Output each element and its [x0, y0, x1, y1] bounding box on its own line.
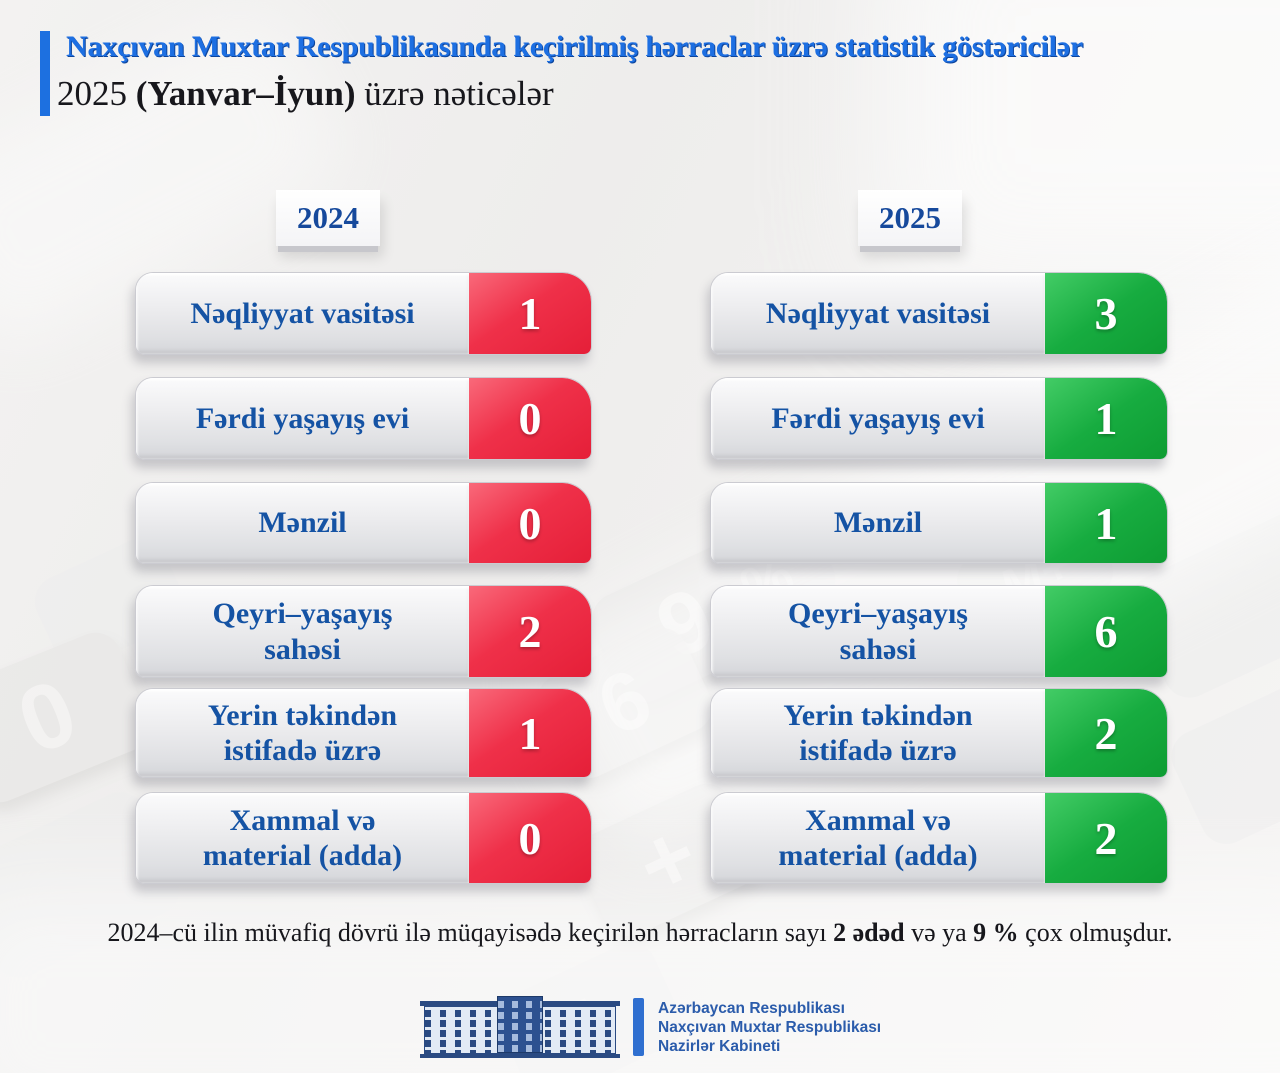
category-label: Yerin təkindən istifadə üzrə [136, 689, 469, 777]
subtitle-suffix: üzrə nəticələr [355, 74, 554, 113]
stat-row-2025-qeyri: Qeyri–yaşayış sahəsi 6 [710, 585, 1168, 678]
summary-text: 2024–cü ilin müvafiq dövrü ilə müqayisəd… [0, 918, 1280, 948]
category-label: Qeyri–yaşayış sahəsi [711, 586, 1045, 677]
year-header-2025: 2025 [858, 190, 962, 246]
value-badge: 6 [1045, 586, 1167, 677]
value-badge: 1 [469, 689, 591, 777]
stat-row-2025-yerin: Yerin təkindən istifadə üzrə 2 [710, 688, 1168, 778]
stat-row-2024-yerin: Yerin təkindən istifadə üzrə 1 [135, 688, 592, 778]
summary-mid: və ya [904, 918, 974, 947]
summary-percent: 9 % [973, 918, 1019, 947]
category-label: Xammal və material (adda) [711, 793, 1045, 883]
stat-row-2025-menzil: Mənzil 1 [710, 482, 1168, 564]
stat-row-2024-qeyri: Qeyri–yaşayış sahəsi 2 [135, 585, 592, 678]
value-badge: 2 [469, 586, 591, 677]
value-badge: 0 [469, 378, 591, 459]
category-label: Qeyri–yaşayış sahəsi [136, 586, 469, 677]
value-badge: 1 [1045, 483, 1167, 563]
stat-row-2025-ferdi: Fərdi yaşayış evi 1 [710, 377, 1168, 460]
category-label: Yerin təkindən istifadə üzrə [711, 689, 1045, 777]
summary-count: 2 ədəd [833, 918, 905, 947]
category-label: Mənzil [711, 483, 1045, 563]
category-label: Fərdi yaşayış evi [711, 378, 1045, 459]
category-label: Nəqliyyat vasitəsi [711, 273, 1045, 354]
stat-row-2024-xammal: Xammal və material (adda) 0 [135, 792, 592, 884]
org-line-2: Naxçıvan Muxtar Respublikası [658, 1019, 882, 1036]
summary-prefix: 2024–cü ilin müvafiq dövrü ilə müqayisəd… [107, 918, 834, 947]
value-badge: 0 [469, 793, 591, 883]
title-accent-bar [40, 31, 50, 116]
value-badge: 2 [1045, 689, 1167, 777]
stat-row-2024-neqliyyat: Nəqliyyat vasitəsi 1 [135, 272, 592, 355]
value-badge: 2 [1045, 793, 1167, 883]
building-center-tower [497, 996, 543, 1053]
category-label: Xammal və material (adda) [136, 793, 469, 883]
stat-row-2024-menzil: Mənzil 0 [135, 482, 592, 564]
category-label: Fərdi yaşayış evi [136, 378, 469, 459]
value-badge: 3 [1045, 273, 1167, 354]
stat-row-2024-ferdi: Fərdi yaşayış evi 0 [135, 377, 592, 460]
org-line-1: Azərbaycan Respublikası [658, 1000, 845, 1017]
government-building-icon [420, 994, 620, 1058]
category-label: Mənzil [136, 483, 469, 563]
page-subtitle: 2025 (Yanvar–İyun) üzrə nəticələr [57, 74, 554, 114]
org-line-3: Nazirlər Kabineti [658, 1038, 781, 1055]
value-badge: 0 [469, 483, 591, 563]
light-sheen [880, 0, 1280, 300]
subtitle-year: 2025 [57, 74, 136, 113]
building-base [420, 1054, 620, 1058]
subtitle-period: (Yanvar–İyun) [135, 74, 356, 113]
stat-row-2025-xammal: Xammal və material (adda) 2 [710, 792, 1168, 884]
value-badge: 1 [1045, 378, 1167, 459]
category-label: Nəqliyyat vasitəsi [136, 273, 469, 354]
page-title: Naxçıvan Muxtar Respublikasında keçirilm… [66, 30, 1083, 63]
calculator-key-0-icon: 0 [0, 624, 157, 811]
value-badge: 1 [469, 273, 591, 354]
organization-name: Azərbaycan Respublikası Naxçıvan Muxtar … [658, 999, 881, 1056]
year-header-2024: 2024 [276, 190, 380, 246]
footer-divider [633, 998, 644, 1056]
summary-suffix: çox olmuşdur. [1018, 918, 1173, 947]
stat-row-2025-neqliyyat: Nəqliyyat vasitəsi 3 [710, 272, 1168, 355]
